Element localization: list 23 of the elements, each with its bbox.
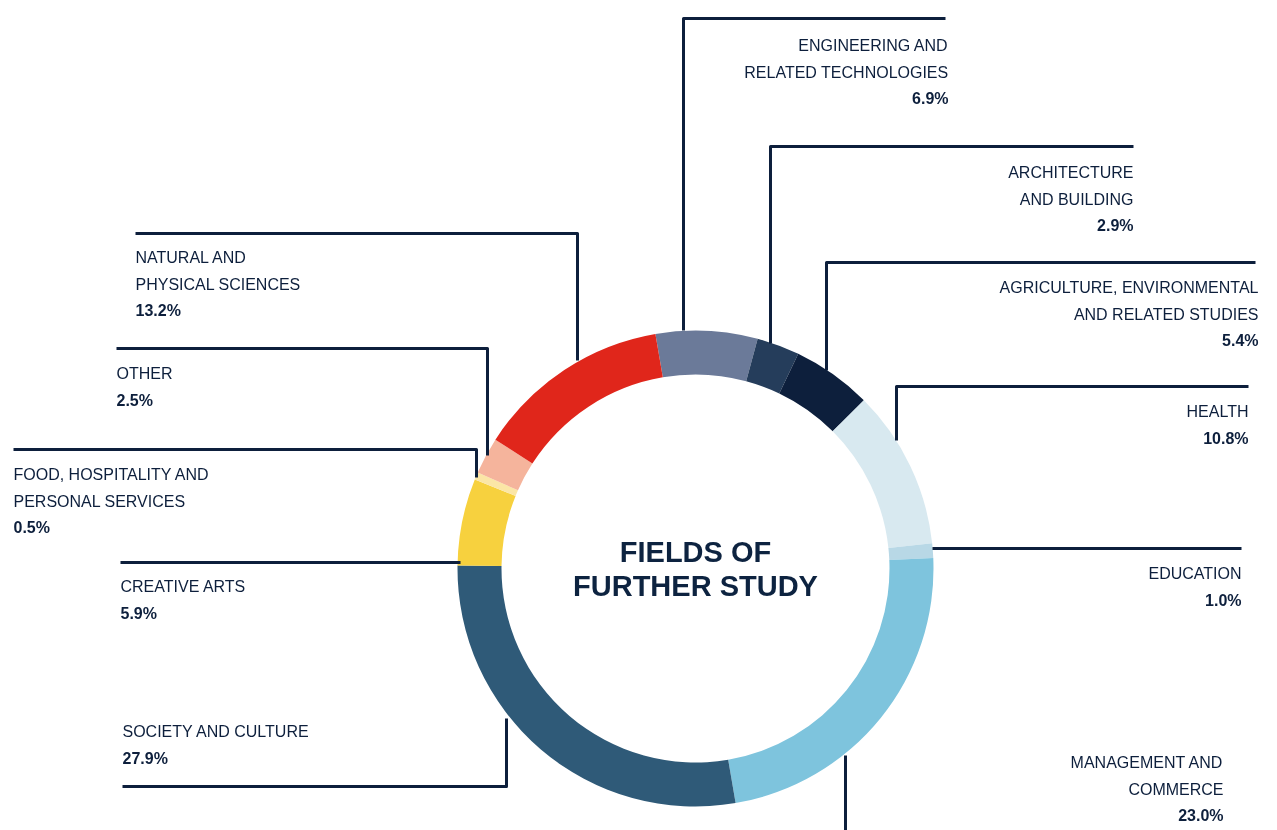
slice-label: CREATIVE ARTS [120,578,246,595]
slice-label: HEALTH [1186,403,1249,420]
slice-label: SOCIETY AND CULTURE [122,723,309,740]
text: FIELDS OF FURTHER STUDY [573,535,818,602]
data-label: 23.0% [1178,807,1224,824]
data-label: 6.9% [912,90,949,107]
slice-label: MANAGEMENT AND COMMERCE [1070,754,1224,798]
data-label: 5.9% [120,604,157,622]
data-label: 0.5% [13,519,50,536]
slice-label: ENGINEERING AND RELATED TECHNOLOGIES [744,37,949,81]
slice-label: OTHER [116,365,173,382]
data-label: 2.9% [1097,217,1134,234]
data-label: 10.8% [1203,429,1249,447]
slice-label: EDUCATION [1148,565,1242,582]
data-label: 13.2% [135,302,181,319]
slice-label: AGRICULTURE, ENVIRONMENTAL AND RELATED STUDIES [999,279,1259,323]
slice-label: NATURAL AND PHYSICAL SCIENCES [135,249,301,293]
data-label: 27.9% [122,749,168,767]
slice-label: ARCHITECTURE AND BUILDING [1008,164,1134,208]
data-label: 1.0% [1205,591,1242,609]
slice-label: FOOD, HOSPITALITY AND PERSONAL SERVICES [13,466,209,510]
data-label: 2.5% [116,391,153,409]
data-label: 5.4% [1222,332,1259,349]
